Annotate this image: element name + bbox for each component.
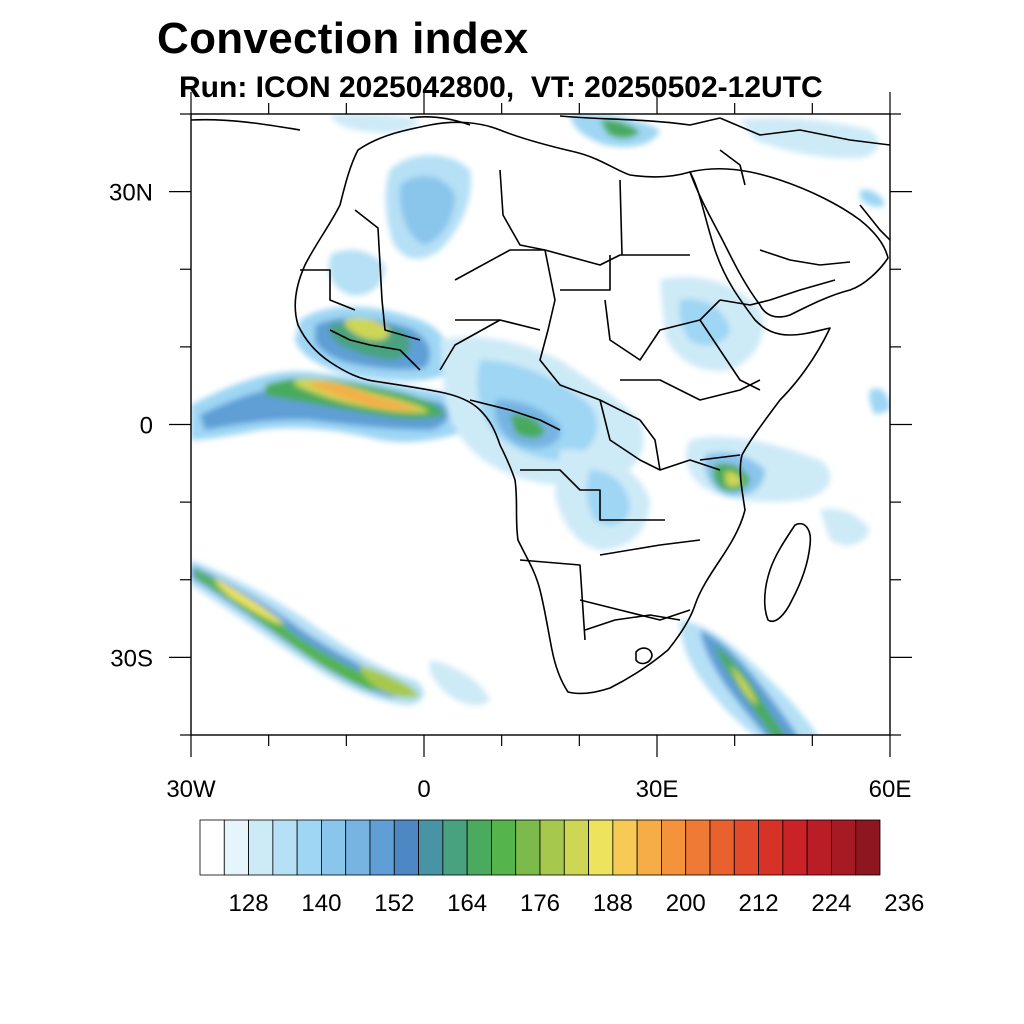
colorbar-bin xyxy=(806,819,832,876)
colorbar-bin xyxy=(612,819,638,876)
colorbar-label: 140 xyxy=(301,890,341,917)
colorbar-bin xyxy=(199,819,225,876)
colorbar-bin xyxy=(321,819,347,876)
colorbar-bin xyxy=(661,819,687,876)
colorbar-bin xyxy=(369,819,395,876)
chart-subtitle: Run: ICON 2025042800, VT: 20250502-12UTC xyxy=(179,71,823,104)
chart-title: Convection index xyxy=(157,14,529,63)
axis-ticks: 30W 0 30E 60E 30N 0 30S xyxy=(109,92,912,803)
x-tick-label: 30W xyxy=(166,776,216,803)
colorbar-bin xyxy=(685,819,711,876)
y-tick-label: 30N xyxy=(109,180,153,207)
colorbar-bin xyxy=(758,819,784,876)
colorbar-bin xyxy=(272,819,298,876)
colorbar-bin xyxy=(223,819,249,876)
colorbar-bin xyxy=(248,819,274,876)
coastlines-borders xyxy=(191,115,890,695)
colorbar-bin xyxy=(515,819,541,876)
convection-field xyxy=(191,114,890,735)
colorbar-bin xyxy=(636,819,662,876)
colorbar-bin xyxy=(733,819,759,876)
colorbar-bin xyxy=(345,819,371,876)
colorbar-label: 188 xyxy=(593,890,633,917)
colorbar-bin xyxy=(563,819,589,876)
x-tick-label: 0 xyxy=(417,776,430,803)
colorbar-label: 128 xyxy=(229,890,269,917)
colorbar-bin xyxy=(709,819,735,876)
x-tick-label: 60E xyxy=(869,776,912,803)
colorbar-bin xyxy=(855,819,881,876)
y-tick-label: 0 xyxy=(140,413,153,440)
colorbar-bin xyxy=(491,819,517,876)
colorbar-label: 212 xyxy=(739,890,779,917)
colorbar-label: 236 xyxy=(884,890,924,917)
colorbar-label: 176 xyxy=(520,890,560,917)
colorbar-label: 152 xyxy=(374,890,414,917)
x-tick-label: 30E xyxy=(636,776,679,803)
colorbar-label: 164 xyxy=(447,890,487,917)
colorbar-bin xyxy=(393,819,419,876)
colorbar-label: 200 xyxy=(666,890,706,917)
colorbar-label: 224 xyxy=(811,890,851,917)
colorbar-bin xyxy=(831,819,857,876)
colorbar-bin xyxy=(296,819,322,876)
colorbar-bin xyxy=(442,819,468,876)
colorbar-bin xyxy=(588,819,614,876)
colorbar-bin xyxy=(418,819,444,876)
colorbar-bin xyxy=(466,819,492,876)
y-tick-label: 30S xyxy=(110,645,153,672)
colorbar: 128 140 152 164 176 188 200 212 224 236 xyxy=(199,819,924,917)
colorbar-bin xyxy=(782,819,808,876)
colorbar-bin xyxy=(539,819,565,876)
